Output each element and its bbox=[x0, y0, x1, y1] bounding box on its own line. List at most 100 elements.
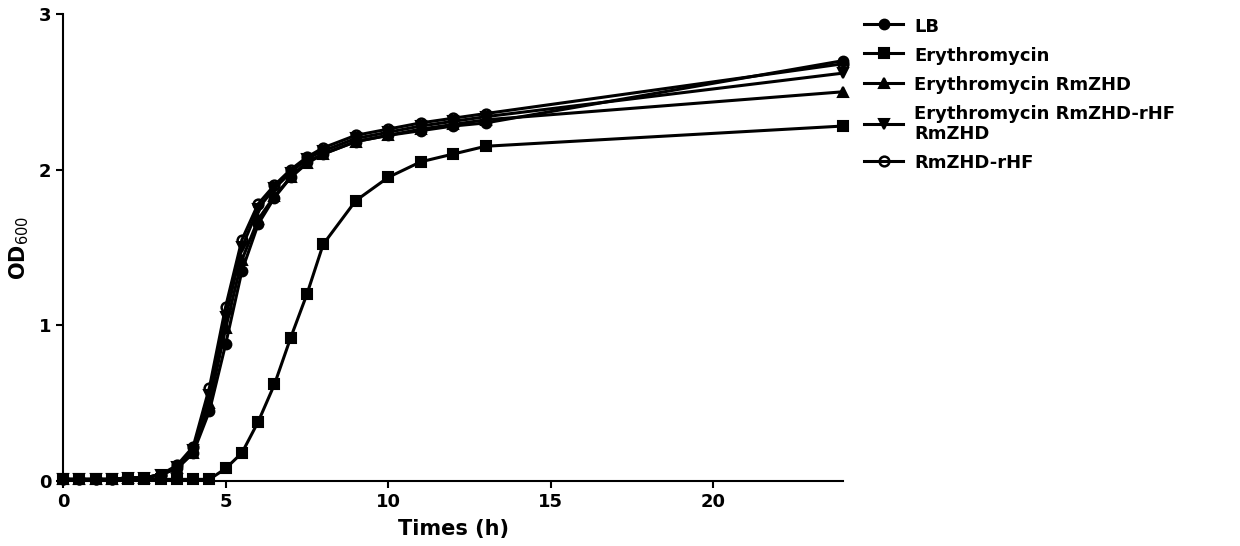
Erythromycin RmZHD-rHF
RmZHD bbox=[381, 129, 396, 135]
Erythromycin bbox=[154, 476, 169, 483]
Erythromycin RmZHD bbox=[170, 465, 185, 472]
Erythromycin bbox=[300, 291, 315, 298]
Erythromycin RmZHD-rHF
RmZHD bbox=[218, 314, 233, 321]
Erythromycin RmZHD bbox=[88, 476, 103, 483]
Erythromycin RmZHD-rHF
RmZHD bbox=[202, 392, 217, 399]
Erythromycin RmZHD-rHF
RmZHD bbox=[250, 205, 265, 212]
Erythromycin RmZHD bbox=[56, 476, 71, 483]
Erythromycin RmZHD bbox=[479, 116, 494, 123]
RmZHD-rHF bbox=[202, 384, 217, 391]
Erythromycin RmZHD-rHF
RmZHD bbox=[267, 185, 281, 192]
Erythromycin RmZHD-rHF
RmZHD bbox=[413, 123, 428, 129]
Erythromycin RmZHD-rHF
RmZHD bbox=[56, 476, 71, 483]
Erythromycin bbox=[234, 449, 249, 456]
Erythromycin bbox=[202, 476, 217, 483]
Erythromycin RmZHD bbox=[186, 449, 201, 456]
Erythromycin RmZHD bbox=[300, 160, 315, 167]
Erythromycin RmZHD bbox=[218, 325, 233, 331]
LB bbox=[381, 132, 396, 139]
LB bbox=[154, 471, 169, 478]
Erythromycin RmZHD bbox=[381, 132, 396, 139]
Erythromycin RmZHD-rHF
RmZHD bbox=[170, 464, 185, 470]
RmZHD-rHF bbox=[836, 61, 851, 67]
RmZHD-rHF bbox=[154, 471, 169, 478]
Erythromycin RmZHD-rHF
RmZHD bbox=[136, 474, 151, 481]
Erythromycin RmZHD-rHF
RmZHD bbox=[88, 476, 103, 483]
Legend: LB, Erythromycin, Erythromycin RmZHD, Erythromycin RmZHD-rHF
RmZHD, RmZHD-rHF: LB, Erythromycin, Erythromycin RmZHD, Er… bbox=[861, 14, 1179, 176]
Erythromycin bbox=[316, 241, 331, 247]
Erythromycin bbox=[88, 476, 103, 483]
LB bbox=[234, 268, 249, 274]
Erythromycin bbox=[120, 476, 135, 483]
Erythromycin RmZHD-rHF
RmZHD bbox=[479, 114, 494, 120]
Erythromycin RmZHD bbox=[104, 476, 119, 483]
Erythromycin RmZHD-rHF
RmZHD bbox=[316, 147, 331, 154]
Erythromycin bbox=[186, 476, 201, 483]
LB bbox=[104, 476, 119, 483]
Erythromycin RmZHD-rHF
RmZHD bbox=[72, 476, 87, 483]
Erythromycin bbox=[348, 198, 363, 204]
RmZHD-rHF bbox=[445, 115, 460, 122]
LB bbox=[186, 449, 201, 456]
LB bbox=[88, 476, 103, 483]
X-axis label: Times (h): Times (h) bbox=[398, 519, 508, 539]
Y-axis label: OD$_{600}$: OD$_{600}$ bbox=[7, 215, 31, 280]
LB bbox=[218, 341, 233, 347]
Erythromycin RmZHD bbox=[283, 174, 298, 181]
RmZHD-rHF bbox=[234, 236, 249, 243]
LB bbox=[120, 474, 135, 481]
Erythromycin RmZHD-rHF
RmZHD bbox=[104, 476, 119, 483]
Erythromycin bbox=[218, 465, 233, 472]
Erythromycin RmZHD bbox=[316, 151, 331, 157]
RmZHD-rHF bbox=[120, 474, 135, 481]
RmZHD-rHF bbox=[300, 154, 315, 161]
LB bbox=[56, 476, 71, 483]
Erythromycin RmZHD-rHF
RmZHD bbox=[348, 135, 363, 142]
Erythromycin RmZHD bbox=[445, 121, 460, 128]
Line: Erythromycin: Erythromycin bbox=[58, 121, 848, 484]
Erythromycin RmZHD-rHF
RmZHD bbox=[234, 244, 249, 251]
Erythromycin bbox=[56, 476, 71, 483]
Erythromycin RmZHD-rHF
RmZHD bbox=[283, 169, 298, 176]
Erythromycin bbox=[267, 381, 281, 388]
RmZHD-rHF bbox=[413, 120, 428, 126]
Erythromycin RmZHD-rHF
RmZHD bbox=[154, 471, 169, 478]
LB bbox=[479, 120, 494, 126]
RmZHD-rHF bbox=[250, 200, 265, 207]
LB bbox=[72, 476, 87, 483]
RmZHD-rHF bbox=[186, 443, 201, 450]
Erythromycin RmZHD-rHF
RmZHD bbox=[120, 474, 135, 481]
Erythromycin RmZHD-rHF
RmZHD bbox=[445, 118, 460, 124]
Erythromycin RmZHD bbox=[120, 474, 135, 481]
RmZHD-rHF bbox=[348, 132, 363, 139]
Erythromycin RmZHD bbox=[250, 216, 265, 223]
LB bbox=[202, 408, 217, 414]
Erythromycin RmZHD bbox=[154, 471, 169, 478]
LB bbox=[170, 465, 185, 472]
RmZHD-rHF bbox=[479, 110, 494, 117]
Erythromycin RmZHD bbox=[202, 400, 217, 406]
RmZHD-rHF bbox=[104, 476, 119, 483]
LB bbox=[348, 138, 363, 145]
Erythromycin RmZHD bbox=[836, 88, 851, 95]
LB bbox=[267, 194, 281, 201]
LB bbox=[283, 174, 298, 181]
Erythromycin bbox=[104, 476, 119, 483]
Erythromycin RmZHD bbox=[267, 193, 281, 199]
Erythromycin bbox=[836, 123, 851, 129]
RmZHD-rHF bbox=[316, 145, 331, 151]
RmZHD-rHF bbox=[136, 474, 151, 481]
Erythromycin RmZHD-rHF
RmZHD bbox=[836, 70, 851, 76]
Erythromycin bbox=[72, 476, 87, 483]
Erythromycin bbox=[283, 335, 298, 341]
RmZHD-rHF bbox=[72, 476, 87, 483]
RmZHD-rHF bbox=[170, 462, 185, 468]
Erythromycin RmZHD bbox=[413, 126, 428, 133]
LB bbox=[445, 123, 460, 129]
LB bbox=[836, 57, 851, 64]
RmZHD-rHF bbox=[88, 476, 103, 483]
Erythromycin RmZHD-rHF
RmZHD bbox=[186, 447, 201, 453]
Erythromycin RmZHD bbox=[136, 474, 151, 481]
RmZHD-rHF bbox=[381, 126, 396, 133]
Erythromycin bbox=[170, 476, 185, 483]
